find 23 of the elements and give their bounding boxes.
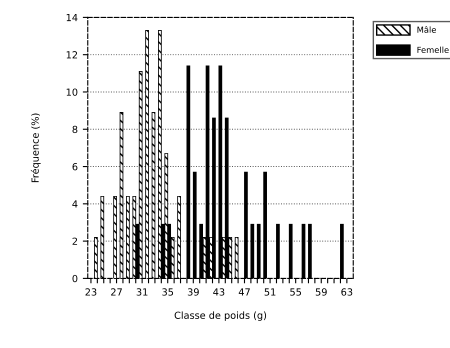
y-axis-title: Fréquence (%) bbox=[30, 114, 41, 182]
x-tick-label: 31 bbox=[136, 288, 148, 296]
x-tick-label: 47 bbox=[238, 288, 250, 296]
y-tick-label: 4 bbox=[72, 200, 78, 208]
y-tick-label: 12 bbox=[66, 51, 78, 58]
x-tick-label: 27 bbox=[111, 288, 122, 296]
y-tick-label: 6 bbox=[72, 163, 78, 170]
y-tick-label: 10 bbox=[66, 88, 78, 96]
x-tick-label: 63 bbox=[341, 288, 352, 296]
y-tick-label: 0 bbox=[72, 274, 78, 282]
y-tick-label: 2 bbox=[72, 238, 78, 245]
x-tick-label: 23 bbox=[85, 288, 96, 296]
x-tick-label: 35 bbox=[162, 288, 174, 296]
x-tick-label: 59 bbox=[316, 288, 327, 296]
x-tick-label: 39 bbox=[188, 288, 199, 296]
x-tick-label: 43 bbox=[213, 288, 224, 296]
y-tick-label: 14 bbox=[66, 14, 78, 22]
x-tick-label: 51 bbox=[264, 288, 276, 296]
x-axis-title: Classe de poids (g) bbox=[174, 311, 266, 321]
y-tick-label: 8 bbox=[72, 126, 78, 134]
legend-label: Femelle bbox=[418, 46, 449, 54]
x-tick-label: 55 bbox=[290, 288, 302, 296]
legend-label: Mâle bbox=[418, 26, 436, 33]
